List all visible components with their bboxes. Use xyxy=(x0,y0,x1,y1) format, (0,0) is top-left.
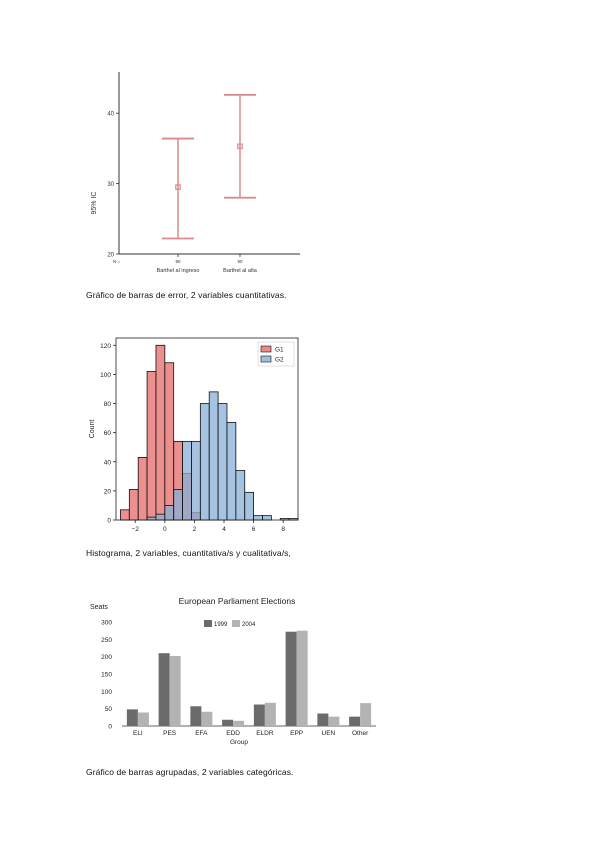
bar-2004-eli xyxy=(137,712,149,726)
bar-2004-edd xyxy=(233,720,245,726)
histogram-chart: 0 20 40 60 80 100 120 −2 0 2 4 6 8 Count G1 G2 xyxy=(89,337,299,533)
corner-label: N = xyxy=(113,259,121,264)
histogram-bar-g2 xyxy=(235,470,246,521)
mean-point xyxy=(237,143,243,150)
bar-1999-other xyxy=(349,716,361,726)
histogram-bar-g2 xyxy=(217,403,228,521)
histogram-bar-g2 xyxy=(146,516,157,521)
x-tick-label: UEN xyxy=(322,730,336,737)
y-tick-label: 60 xyxy=(104,430,112,437)
caption-errorbar-chart: Gráfico de barras de error, 2 variables … xyxy=(86,290,287,300)
x-tick-label: 2 xyxy=(193,526,197,533)
x-category-label: Barthel al ingreso xyxy=(157,268,200,274)
y-tick-label: 100 xyxy=(101,689,112,696)
y-tick-label: 20 xyxy=(107,253,114,259)
y-axis-label: Count xyxy=(89,420,96,439)
histogram-bar-g2 xyxy=(182,440,192,521)
legend-swatch-g1 xyxy=(260,345,272,353)
bar-1999-epp xyxy=(285,631,297,726)
histogram-bar-g2 xyxy=(262,515,272,521)
y-tick-label: 150 xyxy=(101,672,112,679)
legend-swatch-2004 xyxy=(232,620,240,627)
legend-label-g1: G1 xyxy=(275,347,284,354)
legend-label-g2: G2 xyxy=(275,357,284,364)
y-axis-label: Seats xyxy=(90,604,108,611)
bar-1999-eli xyxy=(126,709,138,726)
y-tick-label: 40 xyxy=(107,112,114,118)
histogram-bar-g1 xyxy=(128,489,139,521)
chart-title: European Parliament Elections xyxy=(179,596,296,606)
histogram-bar-g2 xyxy=(208,391,219,521)
x-category-label: Barthel al alta xyxy=(223,268,258,274)
y-tick-label: 0 xyxy=(107,518,111,525)
histogram-bar-g1 xyxy=(155,344,166,521)
y-tick-label: 200 xyxy=(101,654,112,661)
histogram-bar-g2 xyxy=(155,513,166,521)
y-tick-label: 120 xyxy=(100,343,111,350)
x-tick-label: 8 xyxy=(281,526,285,533)
histogram-bar-g2 xyxy=(199,403,210,521)
x-tick-label: 6 xyxy=(252,526,256,533)
x-tick-n-label: 90 xyxy=(175,259,181,264)
histogram-bar-g2 xyxy=(164,505,175,521)
histogram-bar-g1 xyxy=(164,362,175,521)
bar-2004-epp xyxy=(296,630,308,726)
histogram-bar-g2 xyxy=(253,515,263,521)
histogram-bar-g2 xyxy=(226,422,237,521)
bar-2004-efa xyxy=(201,711,213,726)
y-tick-label: 100 xyxy=(100,372,111,379)
y-axis-label: 95% IC xyxy=(91,192,98,215)
histogram-bar-g1 xyxy=(146,371,157,521)
y-tick-label: 30 xyxy=(107,182,114,188)
mean-point xyxy=(175,184,181,190)
legend-label-1999: 1999 xyxy=(214,622,228,628)
x-tick-label: ELI xyxy=(133,730,143,737)
x-tick-label: ELDR xyxy=(256,730,274,737)
x-tick-label: −2 xyxy=(132,526,140,533)
bar-2004-pes xyxy=(169,655,181,726)
x-tick-label: Other xyxy=(352,730,369,737)
bar-1999-pes xyxy=(158,653,170,726)
x-tick-label: EPP xyxy=(290,730,303,737)
histogram-bar-g2 xyxy=(244,491,255,521)
histogram-bar-g1 xyxy=(137,456,148,521)
histogram-bar-g2 xyxy=(279,518,290,521)
x-tick-label: EFA xyxy=(195,730,208,737)
y-tick-label: 80 xyxy=(104,401,112,408)
histogram-bar-g2 xyxy=(191,440,201,521)
x-tick-label: 4 xyxy=(222,526,226,533)
histogram-bar-g2 xyxy=(288,518,299,521)
bar-1999-eldr xyxy=(253,704,265,726)
y-tick-label: 0 xyxy=(108,724,112,731)
legend-swatch-1999 xyxy=(204,620,212,627)
histogram-bar-g1 xyxy=(120,509,130,521)
x-tick-label: 0 xyxy=(163,526,167,533)
y-tick-label: 250 xyxy=(101,637,112,644)
x-tick-n-label: 90 xyxy=(237,259,243,264)
y-tick-label: 50 xyxy=(105,706,113,713)
grouped-bar-chart: European Parliament Elections Seats 0 50 100… xyxy=(90,596,376,746)
y-tick-label: 20 xyxy=(104,488,112,495)
y-tick-label: 300 xyxy=(101,620,112,627)
caption-histogram-chart: Histograma, 2 variables, cuantitativa/s … xyxy=(86,548,291,558)
legend-swatch-g2 xyxy=(260,355,272,363)
errorbar-chart: 20 30 40 95% IC N = 90 Barthel al ingreso 90 Bar… xyxy=(91,72,300,274)
x-tick-label: EDD xyxy=(226,730,240,737)
legend-label-2004: 2004 xyxy=(242,622,256,628)
bar-2004-uen xyxy=(328,716,340,726)
y-tick-label: 40 xyxy=(104,459,112,466)
bar-2004-eldr xyxy=(264,702,276,726)
bar-1999-efa xyxy=(190,706,202,726)
x-axis-label: Group xyxy=(230,739,248,746)
bar-1999-edd xyxy=(222,719,234,726)
bar-2004-other xyxy=(360,703,372,726)
x-tick-label: PES xyxy=(163,730,177,737)
bar-1999-uen xyxy=(317,713,329,726)
caption-grouped-bar-chart: Gráfico de barras agrupadas, 2 variables… xyxy=(86,767,294,777)
histogram-bar-g2 xyxy=(173,489,183,521)
